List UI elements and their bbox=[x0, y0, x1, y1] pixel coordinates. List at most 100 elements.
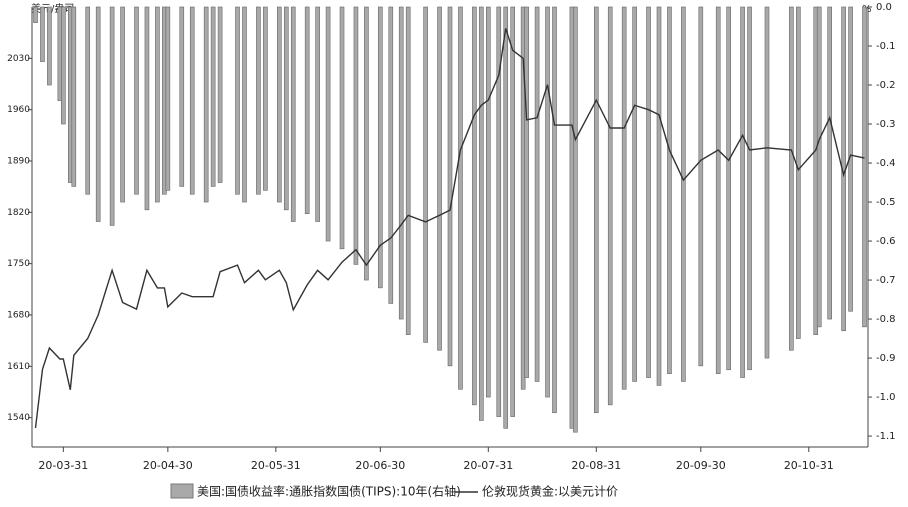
bar bbox=[646, 6, 651, 378]
bar bbox=[61, 6, 66, 125]
bar bbox=[545, 6, 550, 398]
bar bbox=[144, 6, 150, 211]
bar bbox=[593, 6, 599, 413]
bar bbox=[437, 6, 442, 351]
y2-tick-label: -0.6 bbox=[876, 236, 896, 247]
bar bbox=[155, 6, 160, 203]
y2-tick-label: 0.0 bbox=[876, 2, 892, 13]
bar bbox=[524, 6, 529, 378]
y-tick-label: 1890 bbox=[7, 157, 30, 167]
y2-tick-label: -0.9 bbox=[876, 353, 896, 364]
bar bbox=[789, 6, 794, 351]
bar bbox=[210, 6, 216, 187]
bar bbox=[325, 6, 331, 242]
bar bbox=[40, 6, 45, 62]
bar bbox=[458, 6, 463, 390]
y2-tick-label: -1.1 bbox=[876, 431, 896, 442]
y2-tick-label: -0.1 bbox=[876, 41, 896, 52]
line bbox=[34, 28, 865, 428]
bar bbox=[290, 6, 296, 222]
bar bbox=[423, 6, 428, 343]
bar bbox=[827, 6, 832, 320]
bar bbox=[573, 6, 578, 433]
bar bbox=[607, 6, 613, 406]
bar bbox=[339, 6, 345, 250]
bar bbox=[315, 6, 320, 222]
bar bbox=[447, 6, 453, 367]
bar bbox=[109, 6, 115, 226]
bar bbox=[378, 6, 383, 289]
bar bbox=[698, 6, 704, 367]
bar bbox=[656, 6, 662, 386]
bar bbox=[179, 6, 185, 187]
y2-tick-label: -0.7 bbox=[876, 275, 896, 286]
bar bbox=[388, 6, 394, 304]
bar bbox=[747, 6, 752, 371]
bar bbox=[134, 6, 139, 195]
x-tick-label: 20-08-31 bbox=[571, 459, 621, 472]
y-tick-label: 2030 bbox=[7, 54, 30, 64]
bar bbox=[85, 6, 91, 195]
bar bbox=[304, 6, 310, 215]
bar bbox=[277, 6, 282, 203]
bar bbox=[71, 6, 77, 187]
bar bbox=[726, 6, 731, 371]
y-tick-label: 1610 bbox=[7, 362, 30, 372]
bar bbox=[33, 6, 38, 23]
x-tick-label: 20-06-30 bbox=[355, 459, 405, 472]
bar bbox=[632, 6, 637, 382]
bar bbox=[667, 6, 672, 374]
bar bbox=[862, 6, 867, 328]
bar bbox=[510, 6, 516, 417]
y-tick-label: 1540 bbox=[7, 413, 30, 423]
bar bbox=[715, 6, 721, 374]
bar bbox=[256, 6, 261, 195]
y-tick-label: 1680 bbox=[7, 311, 30, 321]
bar bbox=[203, 6, 209, 203]
bar bbox=[479, 6, 484, 421]
bar bbox=[217, 6, 223, 183]
bar bbox=[283, 6, 289, 211]
x-tick-label: 20-05-31 bbox=[251, 459, 301, 472]
bar bbox=[496, 6, 502, 417]
bar bbox=[621, 6, 627, 390]
y-tick-label: 1750 bbox=[7, 259, 30, 269]
x-tick-label: 20-07-31 bbox=[463, 459, 513, 472]
bar bbox=[189, 6, 195, 195]
bar bbox=[405, 6, 411, 335]
bar bbox=[503, 6, 509, 429]
bar bbox=[681, 6, 686, 382]
legend-swatch-bar bbox=[170, 483, 194, 499]
x-tick-label: 20-04-30 bbox=[143, 459, 193, 472]
y2-tick-label: -0.8 bbox=[876, 314, 896, 325]
bar bbox=[816, 6, 822, 328]
bar bbox=[398, 6, 404, 320]
bar bbox=[796, 6, 801, 339]
y2-tick-label: -1.0 bbox=[876, 392, 896, 403]
bar bbox=[364, 6, 369, 281]
bar bbox=[353, 6, 359, 265]
x-tick-label: 20-03-31 bbox=[38, 459, 88, 472]
legend-label: 美国:国债收益率:通胀指数国债(TIPS):10年(右轴) bbox=[197, 484, 461, 499]
y-tick-label: 1820 bbox=[7, 208, 30, 218]
bar bbox=[764, 6, 770, 359]
bar bbox=[165, 6, 171, 191]
bar bbox=[552, 6, 557, 413]
bar bbox=[120, 6, 125, 203]
legend-label: 伦敦现货黄金:以美元计价 bbox=[482, 484, 618, 499]
bar bbox=[486, 6, 491, 398]
y2-tick-label: -0.4 bbox=[876, 158, 896, 169]
bar bbox=[47, 6, 52, 86]
bar bbox=[263, 6, 268, 191]
bar bbox=[235, 6, 240, 195]
y2-tick-label: -0.2 bbox=[876, 80, 896, 91]
x-tick-label: 20-10-31 bbox=[784, 459, 834, 472]
bar bbox=[95, 6, 101, 222]
y-tick-label: 1960 bbox=[7, 105, 30, 115]
bar bbox=[534, 6, 540, 382]
y2-tick-label: -0.5 bbox=[876, 197, 896, 208]
bar bbox=[472, 6, 477, 406]
bar bbox=[242, 6, 247, 203]
bar bbox=[740, 6, 745, 378]
